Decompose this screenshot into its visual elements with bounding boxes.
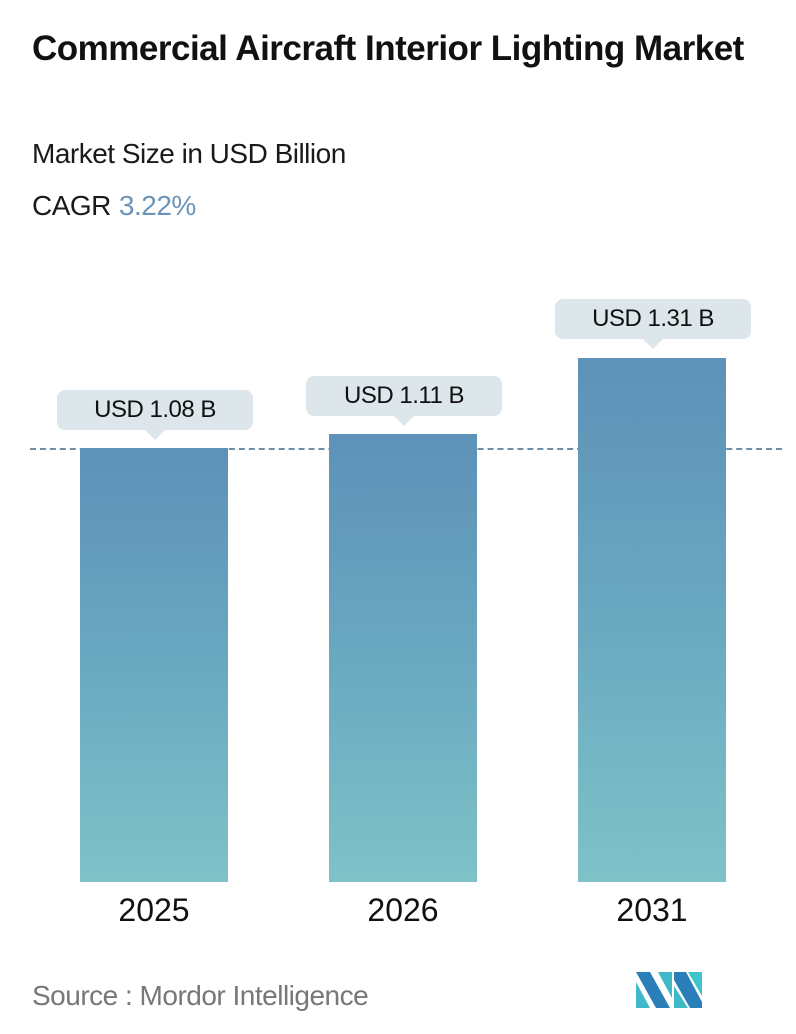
source-text: Source : Mordor Intelligence [32,980,369,1011]
bar-2031 [578,358,726,882]
bar-value-label-2026: USD 1.11 B [306,376,502,426]
x-tick-2031: 2031 [616,892,688,928]
chart-title: Commercial Aircraft Interior Lighting Ma… [32,29,744,68]
x-tick-2025: 2025 [118,892,190,928]
cagr: CAGR 3.22% [32,190,196,222]
chart-subtitle: Market Size in USD Billion [32,138,346,169]
cagr-value: 3.22% [118,190,196,221]
bar-2025 [80,448,228,882]
mordor-intelligence-logo-icon [636,972,702,1008]
bar-2026 [329,434,477,882]
bar-value-label-2031: USD 1.31 B [555,299,751,349]
bar-value-label-2025: USD 1.08 B [57,390,253,440]
cagr-label: CAGR [32,190,111,221]
x-tick-2026: 2026 [367,892,439,928]
